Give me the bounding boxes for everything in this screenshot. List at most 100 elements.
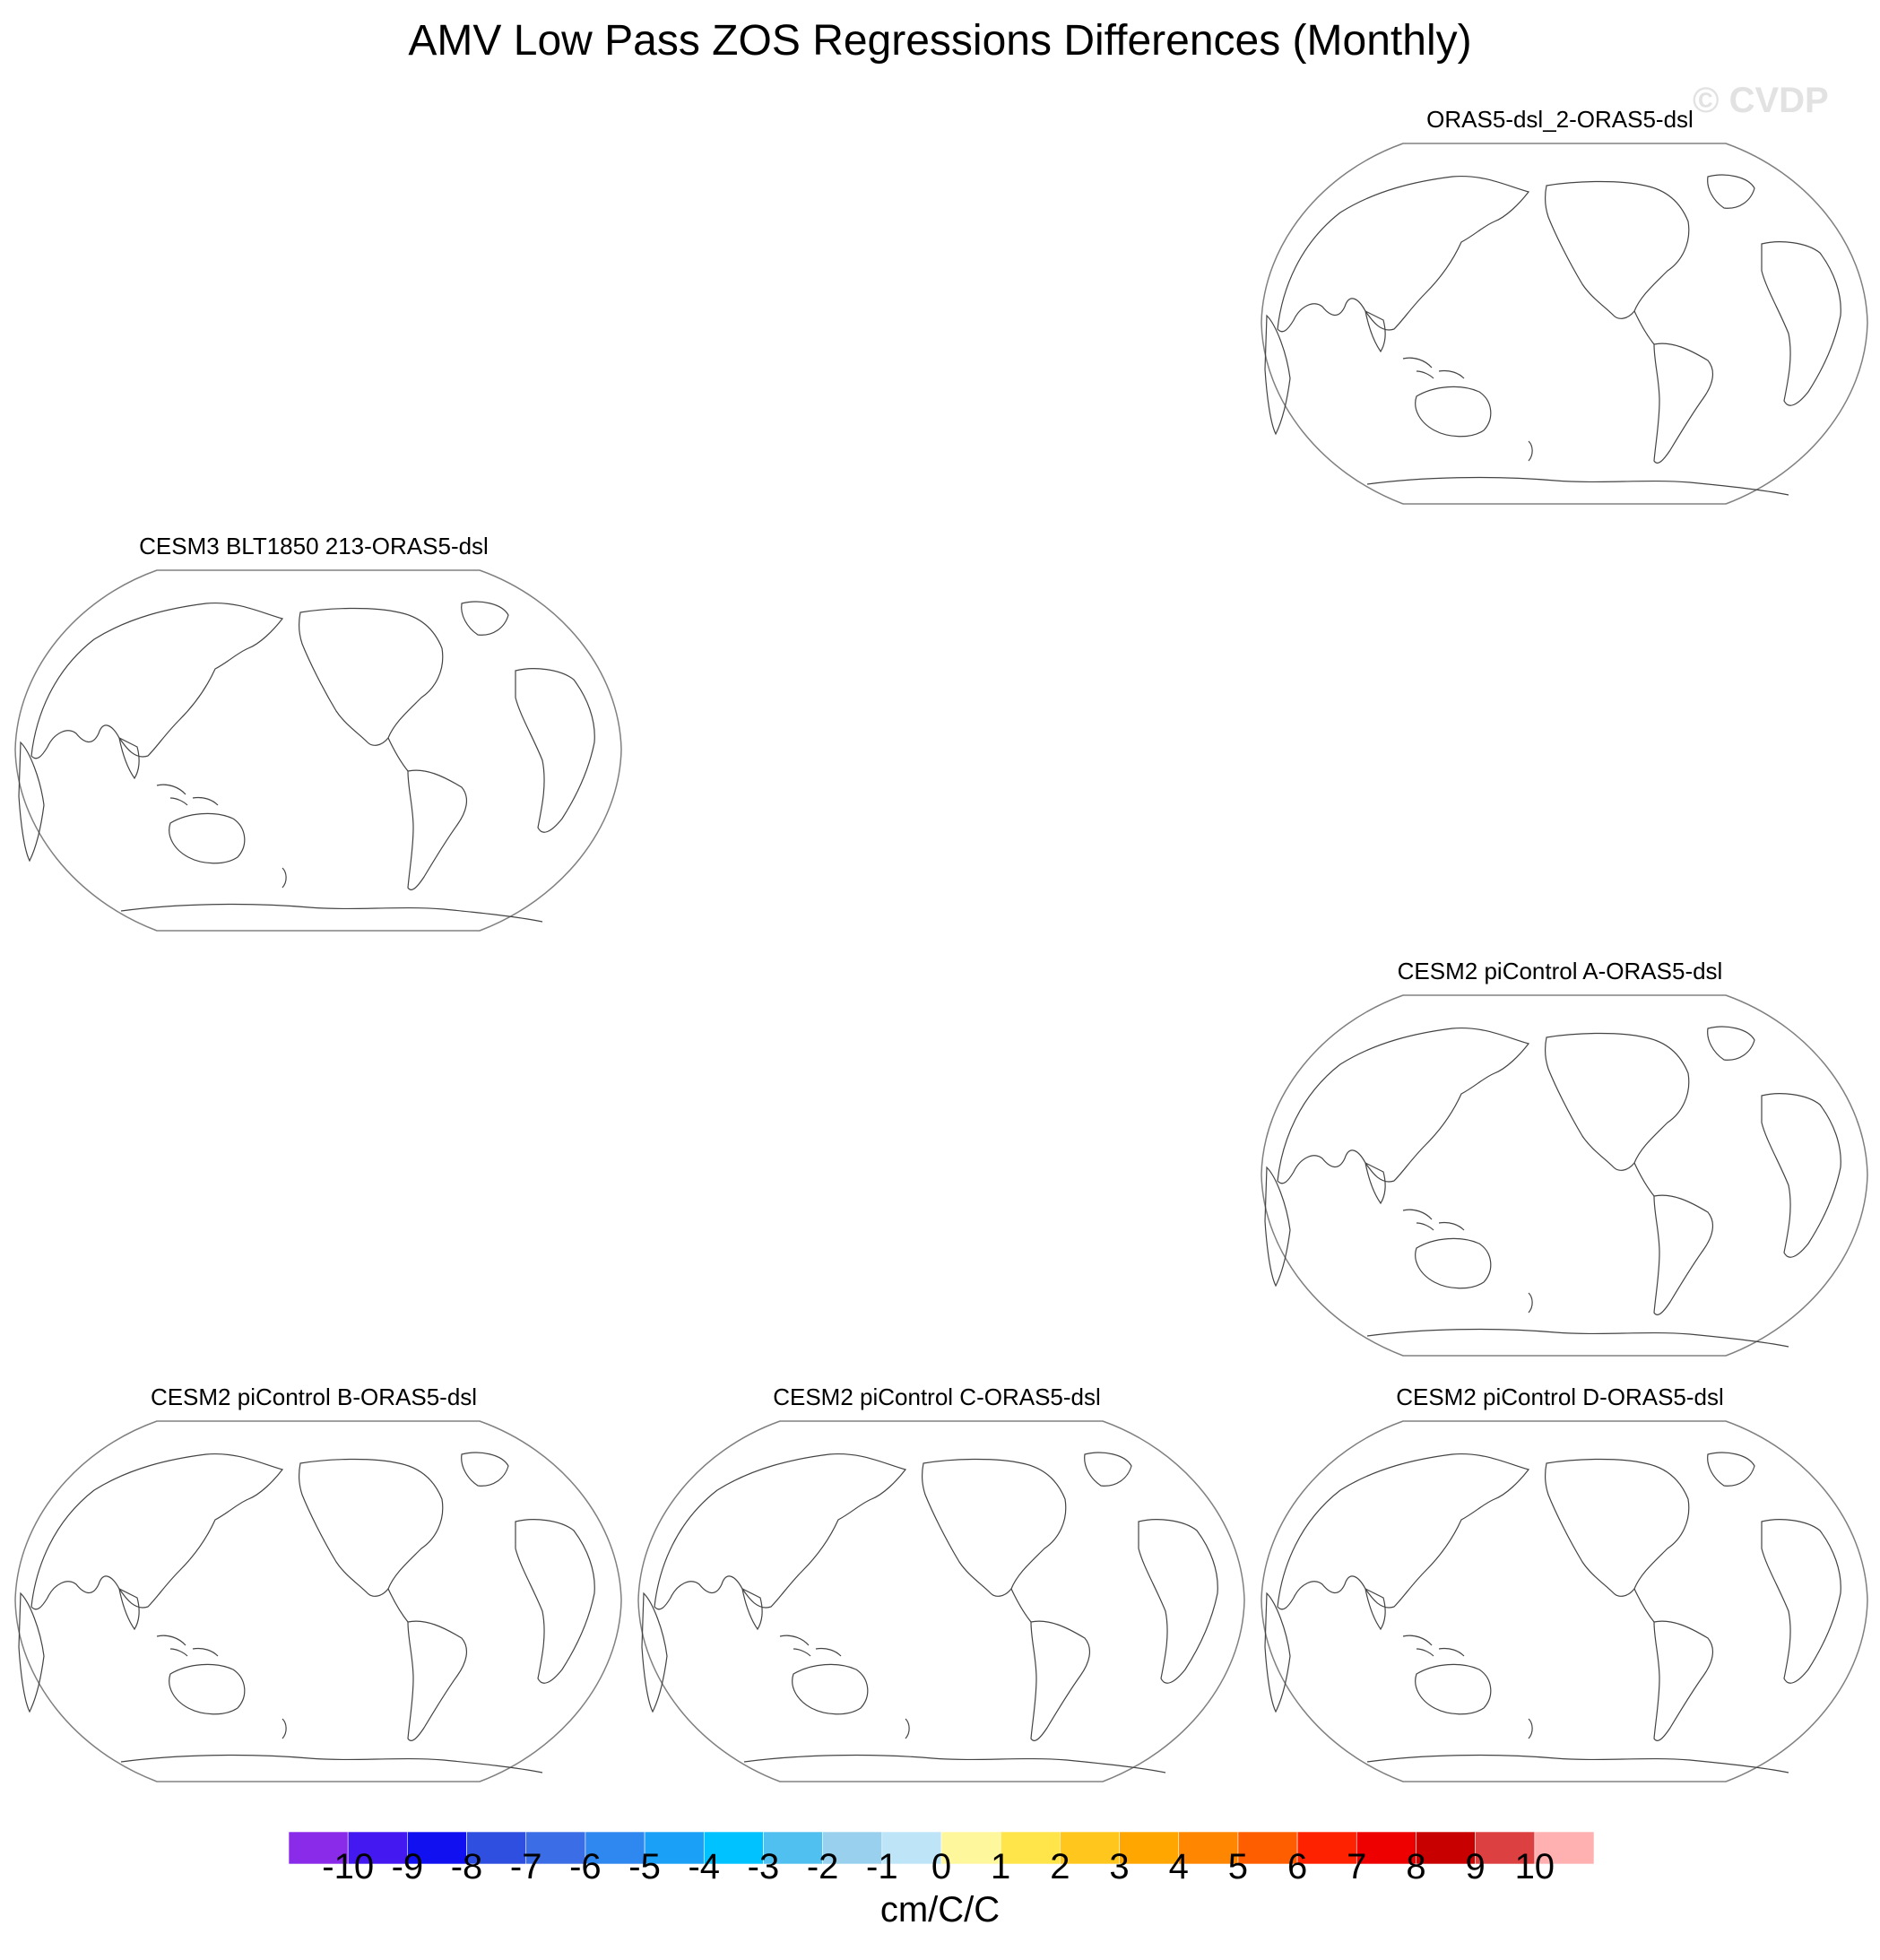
coastline (169, 1663, 246, 1715)
map-panel: CESM2 piControl B-ORAS5-dsl (4, 1383, 623, 1787)
colorbar-tick-labels: -10 -9 -8 -7 -6 -5 -4 -3 -2 -1 0 1 2 3 4 5 6 7 8 9 10 (0, 1847, 1880, 1892)
coastline (922, 1458, 1067, 1597)
coastline (1707, 1452, 1755, 1487)
colorbar-swatch (644, 1832, 705, 1864)
colorbar-swatch (1356, 1832, 1416, 1864)
figure-title: AMV Low Pass ZOS Regressions Differences… (408, 17, 1472, 65)
coastline (1761, 241, 1841, 406)
coastline (1138, 1519, 1218, 1684)
coastline (1084, 1452, 1132, 1487)
coastline (387, 1588, 409, 1623)
panel-title: ORAS5-dsl_2-ORAS5-dsl (1426, 106, 1694, 133)
coastline (1707, 174, 1755, 209)
coastline (18, 741, 45, 863)
colorbar-swatch (1119, 1832, 1180, 1864)
colorbar-tick-label: 9 (1465, 1847, 1486, 1886)
colorbar-tick-label: -4 (688, 1847, 721, 1886)
coastline (299, 607, 444, 746)
colorbar-swatch (407, 1832, 467, 1864)
coastline (654, 1453, 907, 1610)
colorbar-swatch (940, 1832, 1001, 1864)
coastline (299, 1458, 444, 1597)
panel-title: CESM2 piControl C-ORAS5-dsl (773, 1383, 1101, 1410)
coastline (1545, 1458, 1690, 1597)
map-panel: CESM3 BLT1850 213-ORAS5-dsl (4, 533, 623, 936)
coastline (1365, 1161, 1386, 1205)
colorbar-tick-label: 7 (1347, 1847, 1367, 1886)
colorbar-swatch (1475, 1832, 1536, 1864)
coastline (169, 812, 246, 864)
coastline (1528, 1718, 1533, 1739)
map-panel: CESM2 piControl A-ORAS5-dsl (1251, 958, 1869, 1361)
coastline (1277, 175, 1530, 333)
coastline (1366, 1754, 1789, 1774)
coastline (1264, 314, 1291, 436)
coastline (1402, 357, 1465, 379)
coastline (30, 1453, 284, 1610)
coastline (1264, 1166, 1291, 1288)
coastline (1264, 1591, 1291, 1713)
coastline (118, 736, 140, 780)
coastline (282, 867, 287, 889)
cvdp-watermark: © CVDP (1693, 81, 1829, 120)
coastline (1030, 1620, 1091, 1741)
coastline (905, 1718, 910, 1739)
colorbar-swatch (289, 1832, 349, 1864)
colorbar-tick-label: 3 (1109, 1847, 1130, 1886)
world-map (1261, 994, 1868, 1357)
colorbar-tick-label: 10 (1514, 1847, 1555, 1886)
coastline (1545, 1032, 1690, 1171)
colorbar-tick-label: 1 (991, 1847, 1011, 1886)
colorbar-tick-label: 4 (1168, 1847, 1189, 1886)
panel-title: CESM3 BLT1850 213-ORAS5-dsl (139, 533, 489, 559)
colorbar-swatch (347, 1832, 408, 1864)
coastline (1402, 1209, 1465, 1231)
colorbar-swatch (466, 1832, 527, 1864)
coastline (387, 737, 409, 772)
colorbar-tick-label: -9 (391, 1847, 424, 1886)
colorbar-swatch (1534, 1832, 1594, 1864)
colorbar-tick-label: -1 (866, 1847, 898, 1886)
coastline (1633, 1162, 1655, 1197)
world-map (1261, 143, 1868, 505)
colorbar-units: cm/C/C (879, 1890, 1001, 1930)
map-outline (14, 569, 622, 932)
coastline (741, 1587, 763, 1631)
colorbar (289, 1832, 1594, 1864)
coastline (1365, 1587, 1386, 1631)
coastline (1277, 1027, 1530, 1184)
coastline (1402, 1635, 1465, 1657)
coastline (1415, 1237, 1492, 1289)
coastline (1707, 1026, 1755, 1061)
world-map (637, 1420, 1245, 1782)
coastline (1545, 180, 1690, 319)
coastline (792, 1663, 869, 1715)
colorbar-tick-label: -3 (747, 1847, 780, 1886)
coastline (1653, 1194, 1714, 1315)
coastline (1365, 309, 1386, 353)
coastline (1366, 1328, 1789, 1348)
map-outline (1261, 143, 1868, 505)
panel-title: CESM2 piControl B-ORAS5-dsl (150, 1383, 478, 1410)
colorbar-tick-label: -7 (509, 1847, 542, 1886)
map-outline (1261, 994, 1868, 1357)
coastline (156, 784, 219, 806)
coastline (779, 1635, 842, 1657)
colorbar-tick-label: 8 (1406, 1847, 1426, 1886)
map-outline (637, 1420, 1245, 1782)
coastline (1277, 1453, 1530, 1610)
world-map (14, 1420, 622, 1782)
coastline (1528, 440, 1533, 462)
map-panel: CESM2 piControl D-ORAS5-dsl (1251, 1383, 1869, 1787)
coastline (515, 668, 595, 833)
coastline (641, 1591, 668, 1713)
coastline (1366, 476, 1789, 496)
colorbar-tick-label: -10 (322, 1847, 375, 1886)
coastline (743, 1754, 1166, 1774)
coastline (461, 601, 509, 636)
colorbar-swatch (525, 1832, 586, 1864)
coastline (407, 1620, 468, 1741)
colorbar-swatch (703, 1832, 764, 1864)
coastline (120, 903, 543, 923)
coastline (1633, 310, 1655, 345)
